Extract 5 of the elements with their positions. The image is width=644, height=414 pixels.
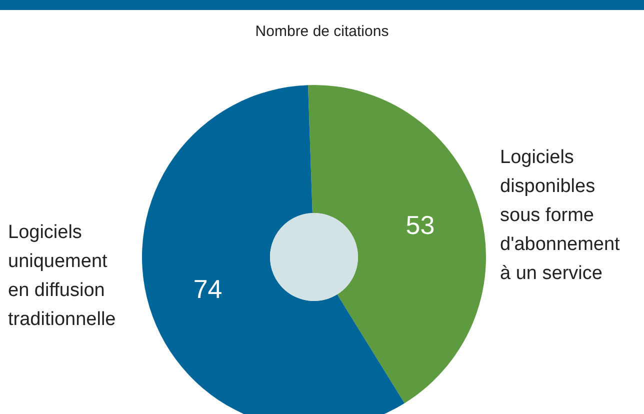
chart-subtitle: Nombre de citations <box>255 23 389 40</box>
slice-label: Logiciels uniquement en diffusion traditionnelle <box>8 222 116 330</box>
data-label: 74 <box>193 274 222 304</box>
slice-label: Logiciels disponibles sous forme d'abonnement à un service <box>500 147 626 284</box>
data-label: 53 <box>406 210 435 240</box>
